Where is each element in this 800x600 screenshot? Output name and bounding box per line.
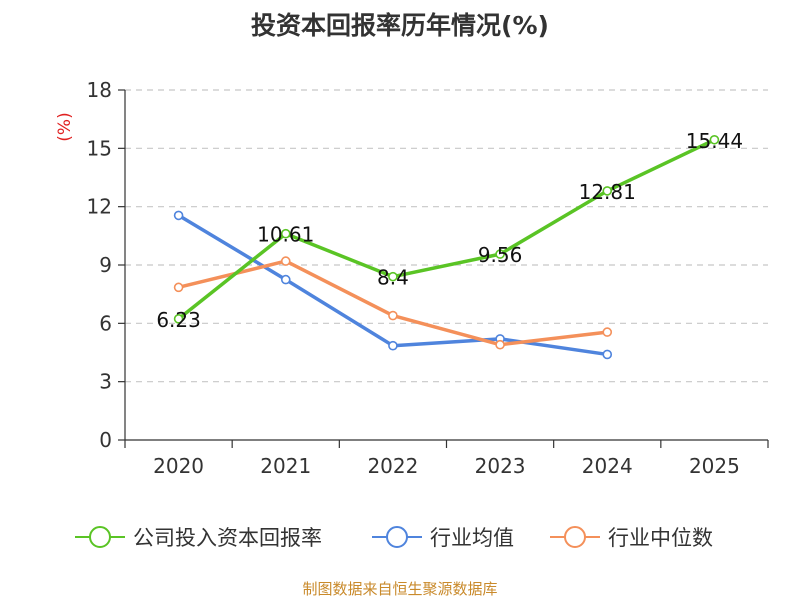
x-tick-label-2024: 2024 xyxy=(582,454,633,478)
y-tick-label-15: 15 xyxy=(87,136,112,160)
y-tick-label-6: 6 xyxy=(99,311,112,335)
data-label-2023: 9.56 xyxy=(478,243,523,267)
x-tick-label-2025: 2025 xyxy=(689,454,740,478)
series-1-point-2024 xyxy=(602,349,613,360)
series-0-point-2024 xyxy=(602,186,613,196)
legend-label-0: 公司投入资本回报率 xyxy=(133,526,322,550)
y-tick-label-12: 12 xyxy=(87,195,112,219)
series-1-point-2020 xyxy=(173,210,184,221)
chart-title: 投资本回报率历年情况(%) xyxy=(251,11,549,40)
series-0-point-2025 xyxy=(709,134,720,145)
series-1-point-2022 xyxy=(388,340,398,351)
legend-marker-2 xyxy=(564,526,586,548)
x-tick-label-2022: 2022 xyxy=(367,454,418,478)
series-1-point-2021 xyxy=(280,274,291,285)
legend-marker-1 xyxy=(386,526,408,548)
x-tick-label-2023: 2023 xyxy=(475,454,526,478)
y-tick-label-18: 18 xyxy=(87,78,112,102)
source-note: 制图数据来自恒生聚源数据库 xyxy=(302,580,498,598)
y-axis-label: (%) xyxy=(55,112,75,141)
y-tick-label-9: 9 xyxy=(99,253,112,277)
data-label-2025: 15.44 xyxy=(686,129,743,153)
data-label-2020: 6.23 xyxy=(156,308,201,332)
series-0-point-2020 xyxy=(173,314,184,324)
series-2-point-2024 xyxy=(602,327,613,337)
legend-marker-0 xyxy=(89,526,111,548)
series-2-point-2021 xyxy=(280,256,291,266)
series-2-point-2020 xyxy=(173,282,184,293)
series-0-point-2021 xyxy=(280,228,291,239)
legend-label-2: 行业中位数 xyxy=(608,526,713,550)
y-tick-label-3: 3 xyxy=(99,370,112,394)
data-label-2022: 8.4 xyxy=(377,266,409,290)
y-tick-label-0: 0 xyxy=(99,428,112,452)
series-0-point-2022 xyxy=(388,271,398,282)
legend-label-1: 行业均值 xyxy=(430,526,514,550)
series-0-point-2023 xyxy=(495,249,505,259)
series-2-point-2022 xyxy=(388,310,398,321)
x-tick-label-2020: 2020 xyxy=(153,454,204,478)
data-label-2024: 12.81 xyxy=(579,180,636,204)
series-2-point-2023 xyxy=(495,339,505,350)
x-tick-label-2021: 2021 xyxy=(260,454,311,478)
series-line-0 xyxy=(177,138,716,321)
data-label-2021: 10.61 xyxy=(257,223,314,247)
